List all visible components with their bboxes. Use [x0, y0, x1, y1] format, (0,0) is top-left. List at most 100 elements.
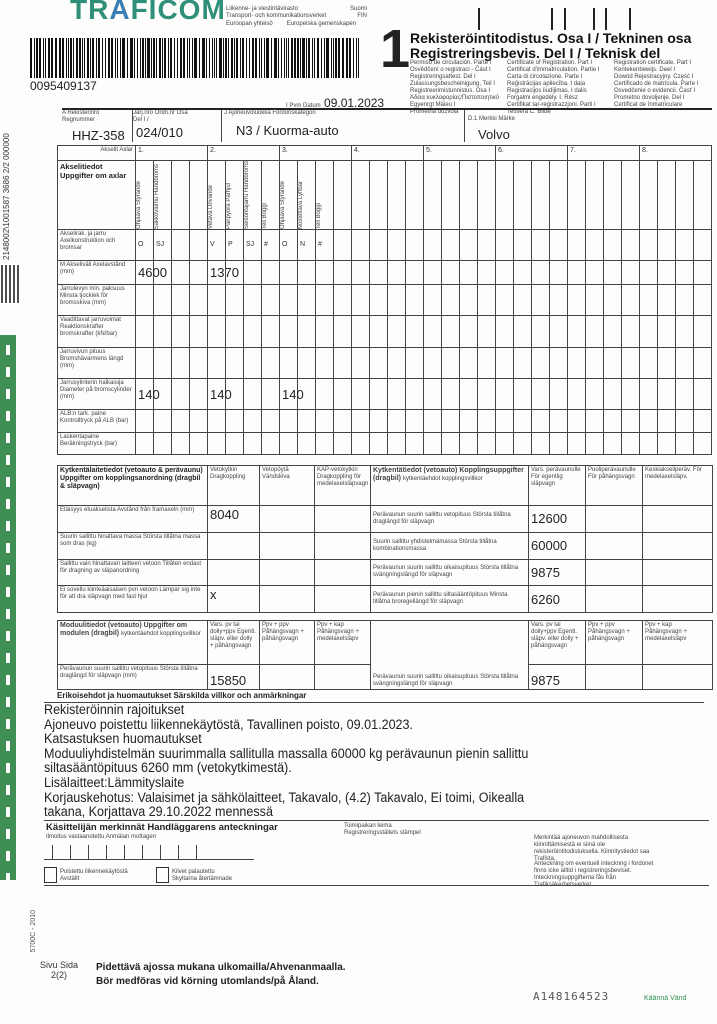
axle-cell: 140 — [207, 378, 232, 411]
strip-dash — [6, 763, 10, 773]
turn-page-label: Käännä Vänd — [644, 995, 687, 1002]
axle-subheader — [405, 159, 424, 231]
axle-cell — [225, 346, 244, 380]
axle-subheader: Vetävä Drivande — [207, 159, 226, 231]
barcode-bar — [254, 38, 257, 78]
axle-cell — [171, 315, 190, 348]
module-col-header: Ppv + kap Påhängsvagn + medelaxelsläpv — [314, 620, 371, 665]
coupling-header-row: Kytkentälaitetiedot (vetoauto & perävaun… — [57, 464, 713, 507]
axle-cell — [171, 409, 190, 433]
barcode-bar — [332, 38, 334, 78]
green-strip — [0, 335, 16, 883]
axle-cell — [261, 283, 280, 317]
axle-subheader — [495, 159, 514, 231]
axle-cell: 140 — [135, 378, 160, 411]
axle-row-label: Jarruvivun pituus Bromshävarmens längd (… — [57, 346, 136, 380]
axle-cell — [135, 315, 154, 348]
axle-row: Jarruvivun pituus Bromshävarmens längd (… — [57, 346, 712, 380]
axle-cell — [603, 378, 622, 411]
barcode-bar — [119, 38, 122, 78]
axle-cell — [189, 260, 208, 285]
axle-cell — [567, 283, 586, 317]
axle-cell — [153, 431, 172, 456]
axle-cell — [261, 409, 280, 433]
identity-row: A Rekisterinro Regnummer HHZ-358 Järj.nr… — [62, 108, 712, 144]
strip-dash — [6, 829, 10, 839]
page-value: 2(2) — [51, 970, 68, 980]
axle-subheader — [639, 159, 658, 231]
axle-cell — [261, 260, 280, 285]
axle-cell — [225, 315, 244, 348]
stamp-label-fi: Toimipaikan leima — [344, 823, 392, 829]
barcode-bar — [33, 38, 35, 78]
axle-cell — [603, 315, 622, 348]
axle-cell — [657, 283, 676, 317]
axle-cell — [405, 260, 424, 285]
remark-line: Ajoneuvo poistettu liikennekäytöstä, Tav… — [44, 716, 414, 732]
eu-row: Euroopan yhteisö Europeiska gemenskapen — [226, 21, 356, 28]
remark-line: takana, Korjattava 29.10.2022 mennessä — [44, 804, 273, 820]
strip-dash — [6, 587, 10, 597]
axle-cell — [693, 260, 712, 285]
barcode-bar — [285, 38, 288, 78]
barcode-bar — [230, 38, 233, 78]
axle-cell — [603, 346, 622, 380]
translation-line: Dowód Rejestracyjny. Część I — [614, 74, 694, 80]
axle-cell — [693, 346, 712, 380]
axle-cell — [549, 409, 568, 433]
axle-cell — [477, 260, 496, 285]
axle-cell — [441, 409, 460, 433]
barcode-bar — [162, 38, 163, 78]
axle-cell — [333, 283, 352, 317]
reg-value: HHZ-358 — [72, 128, 125, 143]
coupling-right-value — [642, 505, 713, 533]
notice-date-field[interactable] — [52, 845, 202, 859]
axle-subheader: Paripyörä Parhjul — [225, 159, 244, 231]
barcode-bar — [177, 38, 179, 78]
axle-cell — [531, 409, 550, 433]
axle-cell — [333, 346, 352, 380]
remarks-heading: Erikoisehdot ja huomautukset Särskilda v… — [57, 691, 307, 700]
axle-cell — [621, 315, 640, 348]
axle-cell — [513, 283, 532, 317]
barcode-bar — [126, 38, 129, 78]
axle-cell — [459, 260, 478, 285]
form-code: 5700C - 2010 — [30, 910, 37, 953]
barcode-bar — [144, 38, 146, 78]
barcode-bar — [258, 38, 260, 78]
axle-table: Akselit Axlar 1. 2. 3. 4. 5. 6. 7. 8. Akselitiedo… — [57, 145, 712, 456]
barcode-bar — [212, 38, 213, 78]
barcode-bar — [305, 38, 307, 78]
module-left-label: Perävaunun suurin sallittu vetopituus St… — [57, 663, 208, 691]
axle-cell — [621, 260, 640, 285]
barcode-bar — [235, 38, 239, 78]
barcode-bar — [90, 38, 92, 78]
axle-cell — [405, 378, 424, 411]
coupling-row: Suurin sallittu hinattava massa Största … — [57, 531, 713, 560]
axle-number: 6. — [495, 145, 568, 161]
checkbox-plates-returned[interactable] — [156, 867, 169, 883]
barcode-bar — [266, 38, 269, 78]
barcode-bar — [105, 38, 107, 78]
axle-cell — [369, 346, 388, 380]
barcode-bar — [288, 38, 290, 78]
checkbox-deregistered[interactable] — [44, 867, 57, 883]
axle-cell — [549, 260, 568, 285]
axle-row-label: Vaadittavat jarruvoimat Reaktionskrafter… — [57, 315, 136, 348]
axle-subheader — [621, 159, 640, 231]
axle-cell — [675, 315, 694, 348]
strip-dash — [6, 631, 10, 641]
coupling-row-label: Ei sovellu kiinteäaisaisen pvn vetoon Lä… — [57, 585, 208, 613]
axle-cell — [693, 431, 712, 456]
coupling-value — [259, 585, 315, 613]
coupling-row-label: Sallittu vain hinattavan laitteen vetoon… — [57, 558, 208, 587]
barcode-bar — [61, 38, 64, 78]
axle-cell — [297, 283, 316, 317]
axle-cell — [171, 260, 190, 285]
barcode-bar — [140, 38, 141, 78]
agency-sv: Transport- och kommunikationsverket — [226, 13, 327, 19]
axle-cell — [369, 283, 388, 317]
barcode-bar — [251, 38, 254, 78]
axle-cell: O — [279, 229, 298, 262]
axle-cell — [423, 409, 442, 433]
